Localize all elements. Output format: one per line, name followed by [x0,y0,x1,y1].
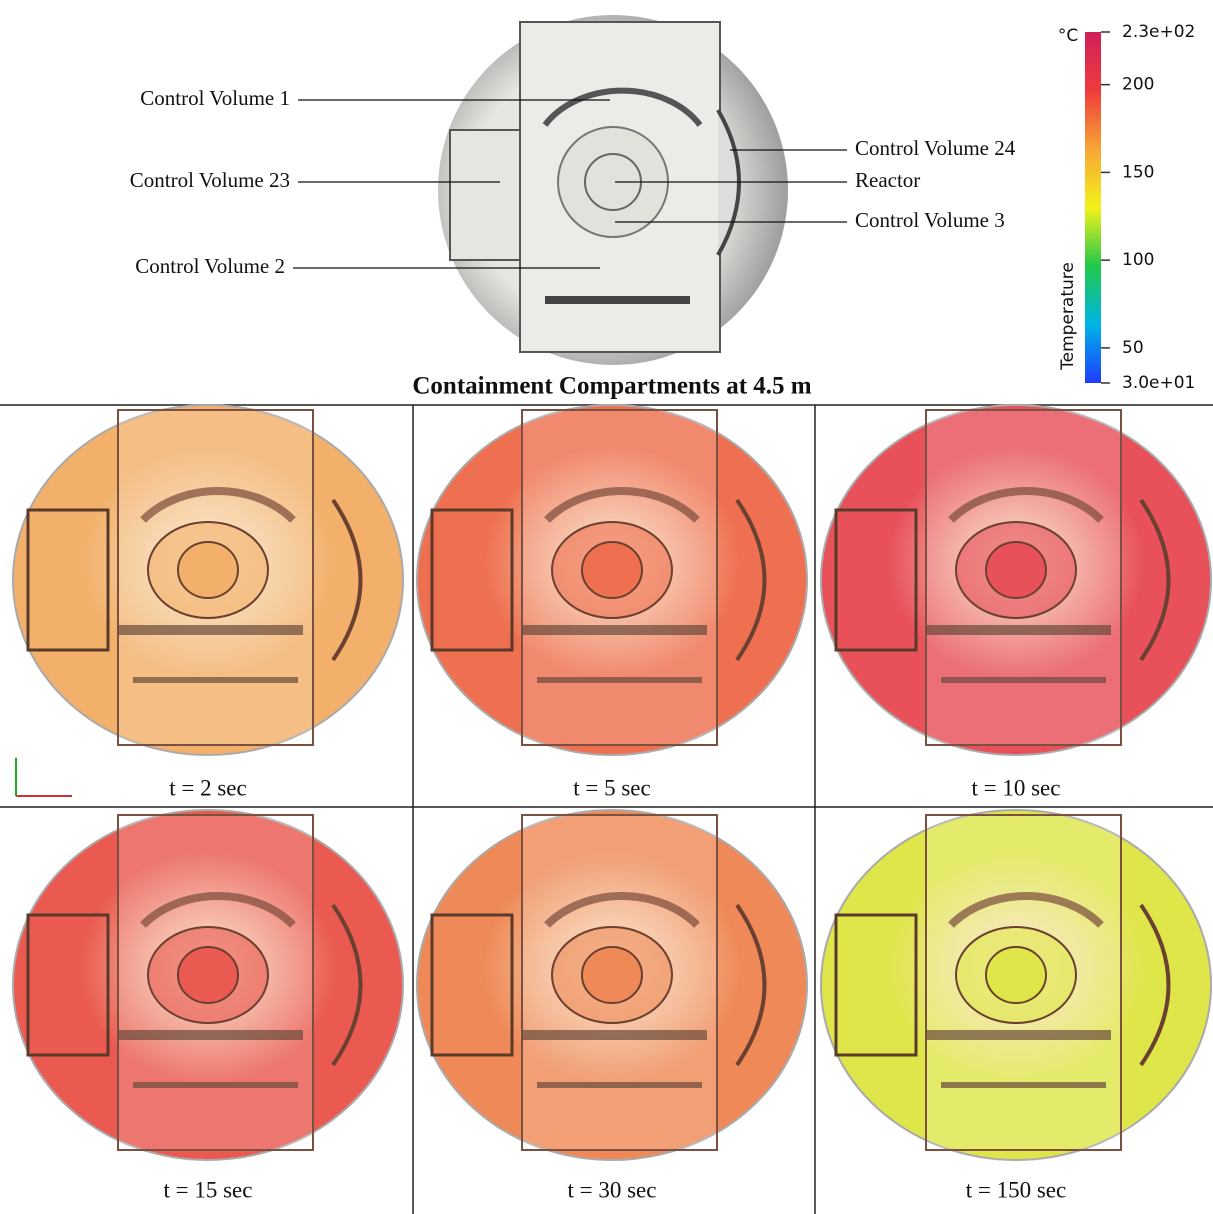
compartment-wall [948,487,1104,523]
compartment-wall [544,892,700,928]
side-compartment [26,913,110,1057]
callout-label: Control Volume 1 [140,86,290,110]
callout-label: Control Volume 2 [135,254,285,278]
compartment-wall [926,1030,1111,1040]
colorbar-tick-label: 50 [1122,338,1144,358]
side-compartment [430,913,514,1057]
compartment-wall [522,625,707,635]
dome-panel [820,809,1212,1161]
colorbar-unit: °C [1058,26,1078,46]
dome-panel [12,809,404,1161]
side-compartment [834,913,918,1057]
compartment-wall [544,487,700,523]
colorbar-label: Temperature [1058,262,1078,371]
colorbar-tick-label: 150 [1122,162,1154,182]
callout-label: Control Volume 3 [855,208,1005,232]
panel-caption: t = 2 sec [169,775,246,800]
compartment-wall [140,892,296,928]
callout-label: Reactor [855,168,920,192]
reactor-core [985,946,1047,1004]
side-compartment [430,508,514,652]
compartment-wall [926,625,1111,635]
compartment-wall [140,487,296,523]
side-compartment [735,903,767,1067]
reactor-core [177,541,239,599]
overview-dome [438,15,788,365]
side-compartment [331,498,363,662]
dome-panel [416,809,808,1161]
callout-label: Control Volume 24 [855,136,1016,160]
side-compartment [1139,498,1171,662]
side-compartment [735,498,767,662]
compartment-wall [118,625,303,635]
dome-panel [820,404,1212,756]
reactor-core [985,541,1047,599]
dome-panel [12,404,404,756]
title: Containment Compartments at 4.5 m [412,373,811,400]
colorbar-tick-label: 200 [1122,75,1154,95]
panel-caption: t = 10 sec [972,775,1061,800]
colorbar-tick-label: 100 [1122,250,1154,270]
compartment-wall [522,1030,707,1040]
side-compartment [834,508,918,652]
axis-triad [15,758,72,797]
colorbar-tick-label: 2.3e+02 [1122,22,1195,42]
reactor-core [177,946,239,1004]
dome-panel [416,404,808,756]
side-compartment [1139,903,1171,1067]
panel-caption: t = 30 sec [568,1177,657,1202]
compartment-wall [118,1030,303,1040]
panel-caption: t = 5 sec [573,775,650,800]
side-compartment [26,508,110,652]
reactor-core [581,541,643,599]
panel-caption: t = 150 sec [966,1177,1066,1202]
side-compartment [331,903,363,1067]
reactor-core [581,946,643,1004]
panel-caption: t = 15 sec [164,1177,253,1202]
colorbar [1085,32,1101,383]
colorbar-tick-label: 3.0e+01 [1122,373,1195,393]
compartment-wall [948,892,1104,928]
callout-label: Control Volume 23 [130,168,290,192]
